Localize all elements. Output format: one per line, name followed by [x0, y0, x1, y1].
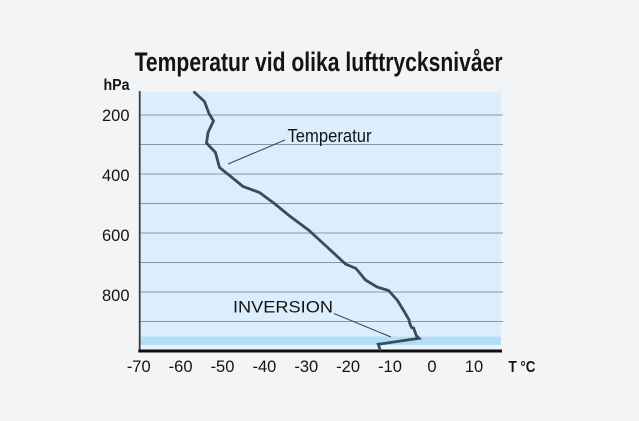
svg-text:Temperatur: Temperatur — [288, 125, 372, 146]
svg-text:800: 800 — [102, 287, 130, 305]
svg-text:0: 0 — [427, 358, 436, 376]
svg-text:-50: -50 — [211, 358, 235, 376]
svg-text:hPa: hPa — [104, 77, 130, 94]
svg-text:10: 10 — [465, 358, 483, 376]
svg-text:T °C: T °C — [509, 359, 536, 376]
svg-text:-10: -10 — [378, 358, 402, 376]
svg-text:-30: -30 — [294, 358, 318, 376]
svg-text:200: 200 — [102, 107, 130, 125]
svg-text:-60: -60 — [169, 358, 193, 376]
svg-text:400: 400 — [102, 167, 130, 185]
svg-text:-40: -40 — [252, 358, 276, 376]
svg-text:-20: -20 — [336, 358, 360, 376]
svg-text:INVERSION: INVERSION — [233, 298, 333, 317]
svg-text:600: 600 — [102, 227, 130, 245]
svg-text:Temperatur vid olika lufttryck: Temperatur vid olika lufttrycksnivåer — [135, 47, 503, 77]
svg-text:-70: -70 — [127, 358, 151, 376]
